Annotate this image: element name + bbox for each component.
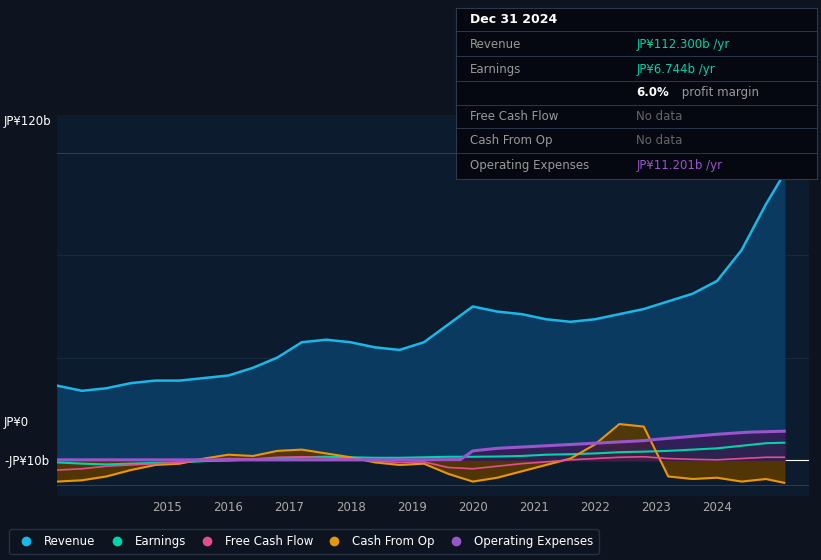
Text: Cash From Op: Cash From Op <box>470 134 553 147</box>
Text: No data: No data <box>636 110 682 123</box>
Legend: Revenue, Earnings, Free Cash Flow, Cash From Op, Operating Expenses: Revenue, Earnings, Free Cash Flow, Cash … <box>9 529 599 554</box>
Text: JP¥120b: JP¥120b <box>4 115 52 128</box>
Text: Operating Expenses: Operating Expenses <box>470 159 589 172</box>
Text: JP¥6.744b /yr: JP¥6.744b /yr <box>636 63 715 76</box>
Text: Free Cash Flow: Free Cash Flow <box>470 110 558 123</box>
Text: JP¥11.201b /yr: JP¥11.201b /yr <box>636 159 722 172</box>
Text: No data: No data <box>636 134 682 147</box>
Text: JP¥112.300b /yr: JP¥112.300b /yr <box>636 38 730 51</box>
Text: JP¥0: JP¥0 <box>4 416 30 430</box>
Text: Dec 31 2024: Dec 31 2024 <box>470 13 557 26</box>
Text: -JP¥10b: -JP¥10b <box>4 455 49 469</box>
Text: 6.0%: 6.0% <box>636 86 669 100</box>
Text: Revenue: Revenue <box>470 38 521 51</box>
Text: Earnings: Earnings <box>470 63 521 76</box>
Text: profit margin: profit margin <box>678 86 759 100</box>
